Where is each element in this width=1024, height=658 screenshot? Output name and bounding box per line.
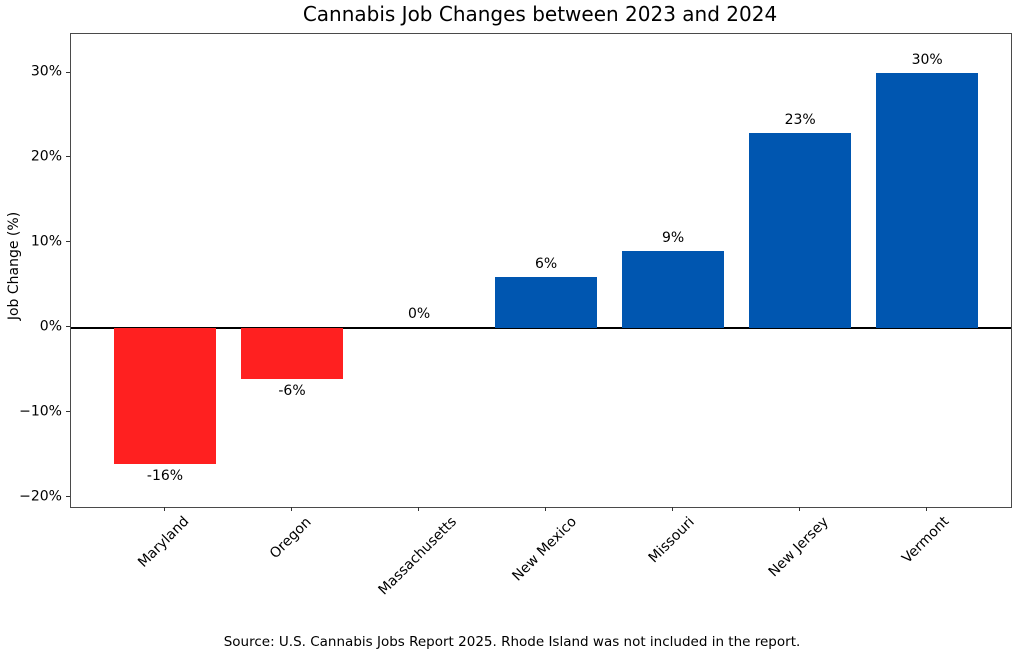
bar-maryland — [114, 327, 216, 464]
bar-value-label-new-mexico: 6% — [534, 256, 558, 273]
x-tick-label-new-jersey: New Jersey — [765, 514, 832, 581]
y-tick-mark — [66, 156, 70, 158]
bar-value-label-oregon: -6% — [278, 382, 306, 399]
x-tick-label-maryland: Maryland — [135, 513, 193, 572]
x-tick-label-new-mexico: New Mexico — [509, 514, 581, 585]
bar-new-jersey — [749, 132, 851, 328]
bar-oregon — [241, 327, 343, 379]
zero-baseline — [71, 327, 1011, 329]
x-tick-label-oregon: Oregon — [266, 513, 315, 562]
x-tick-mark — [925, 507, 927, 511]
y-tick-label: 30% — [30, 63, 62, 80]
y-tick-mark — [66, 326, 70, 328]
source-note: Source: U.S. Cannabis Jobs Report 2025. … — [223, 634, 801, 650]
x-tick-mark — [290, 507, 292, 511]
bar-value-label-missouri: 9% — [661, 230, 685, 247]
y-tick-label: 10% — [30, 233, 62, 250]
y-tick-mark — [66, 411, 70, 413]
x-tick-label-massachusetts: Massachusetts — [375, 513, 460, 599]
bar-missouri — [622, 251, 724, 328]
y-tick-mark — [66, 241, 70, 243]
bar-new-mexico — [495, 276, 597, 328]
x-tick-mark — [671, 507, 673, 511]
bar-value-label-massachusetts: 0% — [407, 306, 431, 323]
x-tick-label-vermont: Vermont — [899, 513, 953, 568]
x-tick-mark — [544, 507, 546, 511]
x-tick-mark — [417, 507, 419, 511]
y-tick-label: −20% — [19, 488, 62, 505]
bar-vermont — [876, 73, 978, 328]
y-tick-mark — [66, 71, 70, 73]
y-tick-label: 0% — [39, 318, 62, 335]
y-tick-label: −10% — [19, 403, 62, 420]
y-axis-label: Job Change (%) — [6, 211, 22, 321]
x-tick-mark — [798, 507, 800, 511]
plot-area: -16% -6% 0% 6% 9% 23% 30% — [70, 33, 1012, 508]
bar-value-label-new-jersey: 23% — [784, 111, 816, 128]
chart-title: Cannabis Job Changes between 2023 and 20… — [302, 2, 778, 26]
bar-value-label-vermont: 30% — [911, 52, 943, 69]
y-tick-label: 20% — [30, 148, 62, 165]
x-tick-mark — [163, 507, 165, 511]
y-tick-mark — [66, 496, 70, 498]
x-tick-label-missouri: Missouri — [645, 514, 698, 567]
bar-value-label-maryland: -16% — [146, 467, 184, 484]
